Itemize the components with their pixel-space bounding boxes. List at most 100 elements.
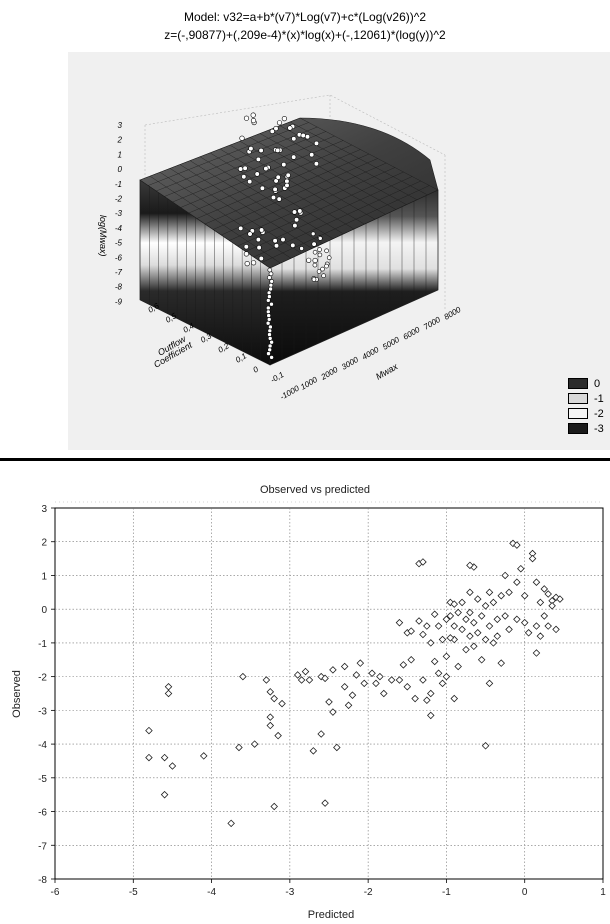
scatter-point <box>524 629 533 637</box>
scatter-point <box>485 679 494 688</box>
surface-point <box>285 172 291 178</box>
surface-x-tick: 5000 <box>381 335 401 352</box>
scatter-point <box>532 622 541 630</box>
surface-point <box>312 249 318 255</box>
scatter-y-tick-label: -7 <box>38 841 47 852</box>
surface-z-tick: -7 <box>115 268 123 277</box>
scatter-point <box>528 554 537 563</box>
surface-point <box>275 174 281 180</box>
scatter-point <box>344 701 353 710</box>
surface-point <box>255 156 262 162</box>
scatter-point <box>552 625 560 634</box>
scatter-point <box>513 615 521 624</box>
scatter-point <box>266 713 275 721</box>
surface-point <box>269 128 275 134</box>
scatter-point <box>352 671 361 679</box>
surface-point <box>267 275 272 280</box>
surface-point <box>317 247 322 252</box>
scatter-point <box>462 615 470 624</box>
surface-point <box>291 136 297 142</box>
surface-point <box>268 271 274 277</box>
surface-x-tick: 8000 <box>443 305 463 322</box>
surface-z-tick: 3 <box>118 121 123 130</box>
surface-point <box>269 279 275 284</box>
scatter-point <box>442 652 451 661</box>
surface-point <box>320 266 325 272</box>
surface-point <box>297 208 303 214</box>
surface-point <box>265 309 271 315</box>
scatter-point <box>466 561 474 570</box>
scatter-point <box>473 629 482 637</box>
scatter-point <box>536 598 545 607</box>
scatter-point <box>368 669 376 678</box>
scatter-point <box>329 708 337 716</box>
scatter-point <box>454 608 462 617</box>
scatter-point <box>407 656 415 664</box>
scatter-point <box>407 627 415 635</box>
surface-point <box>268 286 273 292</box>
surface-point <box>255 237 262 243</box>
surface-point <box>290 242 296 248</box>
scatter-point <box>520 618 529 627</box>
scatter-point <box>442 615 451 624</box>
scatter-point <box>266 688 275 696</box>
scatter-point <box>536 632 545 640</box>
scatter-point <box>505 588 513 597</box>
scatter-point <box>199 752 208 760</box>
surface-plot-subtitle: z=(-,90877)+(,209e-4)*(x)*log(x)+(-,1206… <box>164 28 446 42</box>
scatter-point <box>517 564 525 573</box>
scatter-y-ticks: 3 2 1 0 -1 -2 -3 -4 -5 -6 -7 -8 <box>38 504 55 886</box>
scatter-point <box>262 676 271 684</box>
surface-z-tick: -3 <box>115 209 123 218</box>
surface-point <box>312 262 318 268</box>
scatter-point <box>423 622 431 630</box>
surface-point <box>250 117 257 124</box>
scatter-point <box>458 598 466 607</box>
surface-point <box>238 166 244 172</box>
scatter-point <box>427 689 435 698</box>
surface-point <box>265 298 271 303</box>
surface-z-tick: 1 <box>118 150 122 159</box>
surface-point <box>251 260 257 266</box>
scatter-plot-panel: Observed vs predicted -6 -5 -4 -3 -2 -1 0 1 3 2 1… <box>0 462 610 924</box>
surface-point <box>287 125 293 131</box>
surface-zlabel: log(Mwax) <box>98 215 108 257</box>
surface-legend: 0 -1 -2 -3 <box>568 376 604 436</box>
scatter-y-tick-label: -3 <box>38 706 47 717</box>
scatter-point <box>505 625 513 634</box>
scatter-x-tick-label: -1 <box>442 887 451 898</box>
surface-plot-title: Model: v32=a+b*(v7)*Log(v7)+c*(Log(v26))… <box>183 10 427 24</box>
scatter-x-tick-label: -5 <box>129 887 138 898</box>
surface-point <box>291 154 297 160</box>
scatter-point <box>438 635 447 644</box>
scatter-point <box>477 656 486 664</box>
scatter-point <box>305 676 314 684</box>
surface-z-tick: 2 <box>117 136 123 145</box>
surface-point <box>254 171 260 177</box>
scatter-point <box>466 632 474 640</box>
scatter-point <box>450 622 459 630</box>
legend-swatch <box>568 408 588 419</box>
scatter-gridlines <box>55 501 603 879</box>
scatter-point <box>270 802 278 811</box>
legend-item: -3 <box>568 421 604 436</box>
surface-point <box>267 332 272 337</box>
scatter-point <box>164 689 173 698</box>
surface-point <box>284 182 290 188</box>
scatter-point <box>473 595 482 603</box>
scatter-point <box>340 662 349 671</box>
surface-point <box>304 134 311 140</box>
surface-point <box>239 135 245 141</box>
scatter-point <box>489 598 498 607</box>
scatter-point <box>145 753 153 762</box>
scatter-point <box>274 731 282 740</box>
scatter-point <box>372 679 380 688</box>
scatter-point <box>423 696 431 705</box>
scatter-point <box>360 679 368 688</box>
surface-point <box>268 282 274 288</box>
scatter-point <box>376 672 384 681</box>
scatter-point <box>470 642 478 651</box>
surface-xlabel: Mwax <box>374 361 400 382</box>
surface-point <box>242 165 248 171</box>
surface-point <box>269 355 274 360</box>
